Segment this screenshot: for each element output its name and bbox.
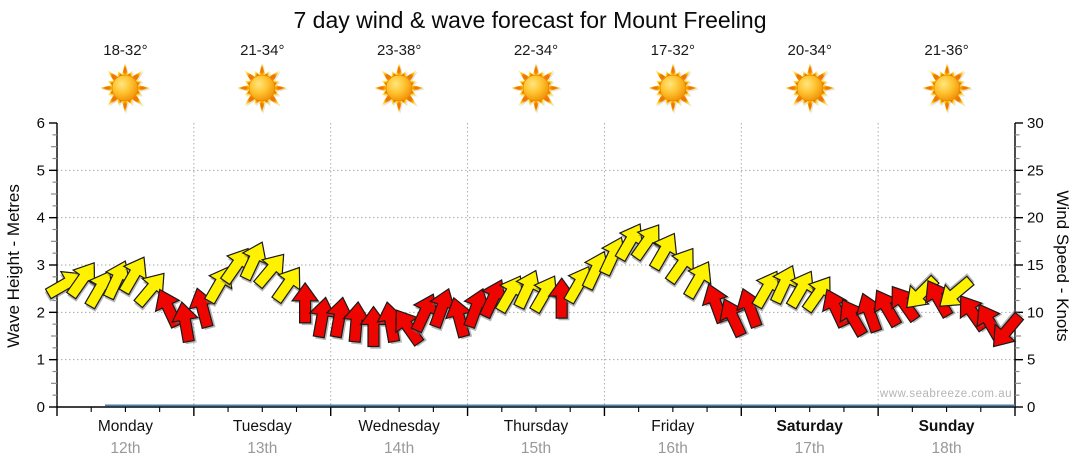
svg-text:0: 0 (1027, 399, 1035, 416)
day-date: 16th (657, 440, 688, 457)
day-header: 21-34° (235, 42, 289, 120)
svg-text:10: 10 (1027, 304, 1044, 321)
day-header: 18-32° (98, 42, 152, 120)
wind-arrow-red (410, 293, 439, 336)
temperature-range: 20-34° (787, 42, 832, 59)
sun-icon (647, 63, 700, 115)
sun-icon (511, 63, 563, 115)
day-header: 20-34° (783, 42, 837, 120)
day-name: Tuesday (232, 418, 292, 435)
day-name: Monday (97, 418, 153, 435)
sun-icon (100, 63, 152, 115)
day-name: Friday (651, 418, 695, 435)
temperature-range: 21-34° (240, 42, 285, 59)
wind-arrow-red (342, 300, 372, 345)
svg-text:25: 25 (1027, 162, 1044, 179)
wind-arrow-red (429, 287, 457, 332)
svg-text:1: 1 (37, 352, 45, 369)
svg-text:0: 0 (37, 399, 45, 416)
svg-text:15: 15 (1027, 257, 1044, 274)
svg-text:5: 5 (1027, 352, 1035, 369)
temperature-range: 23-38° (376, 42, 422, 59)
day-name: Sunday (918, 418, 975, 435)
day-name: Saturday (776, 418, 843, 435)
day-date: 17th (794, 440, 825, 457)
day-date: 18th (931, 440, 962, 457)
wind-arrow-yellow (84, 270, 113, 312)
sun-icon (374, 63, 426, 115)
temperature-range: 17-32° (650, 42, 696, 59)
day-date: 14th (384, 440, 415, 457)
temperature-range: 21-36° (924, 42, 969, 59)
day-date: 12th (110, 440, 141, 457)
wind-arrow-red (171, 301, 201, 345)
temperature-range: 18-32° (103, 42, 148, 59)
day-header: 17-32° (646, 42, 700, 120)
wind-arrow-yellow (648, 232, 678, 274)
wind-arrow-yellow (682, 260, 712, 303)
wind-arrow-red (290, 281, 321, 326)
day-header: 21-36° (920, 42, 974, 120)
right-axis-title: Wind Speed - Knots (1053, 190, 1072, 342)
day-date: 13th (247, 440, 278, 457)
wind-arrow-yellow (494, 275, 524, 317)
wind-arrow-yellow (271, 266, 301, 307)
left-axis-title: Wave Height - Metres (4, 184, 23, 348)
watermark: www.seabreeze.com.au (879, 388, 1012, 400)
day-name: Wednesday (358, 418, 440, 435)
svg-text:5: 5 (37, 162, 45, 179)
svg-text:4: 4 (37, 210, 45, 227)
wind-arrow-yellow (769, 264, 798, 308)
temperature-range: 22-34° (513, 42, 559, 59)
day-name: Thursday (503, 418, 569, 435)
chart-title: 7 day wind & wave forecast for Mount Fre… (293, 7, 767, 33)
svg-text:20: 20 (1027, 210, 1044, 227)
svg-text:6: 6 (37, 115, 45, 132)
wind-arrow-yellow (529, 275, 558, 317)
svg-text:3: 3 (37, 257, 45, 274)
day-header: 22-34° (509, 42, 563, 120)
sun-icon (784, 63, 836, 115)
wind-arrow-red (992, 309, 1025, 348)
svg-text:30: 30 (1027, 115, 1044, 132)
sun-icon (921, 63, 973, 115)
day-header: 23-38° (372, 42, 426, 120)
sun-icon (237, 63, 289, 115)
wind-arrow-red (444, 296, 474, 340)
day-date: 15th (520, 440, 552, 457)
wind-arrow-red (478, 279, 507, 322)
svg-text:2: 2 (37, 304, 45, 321)
